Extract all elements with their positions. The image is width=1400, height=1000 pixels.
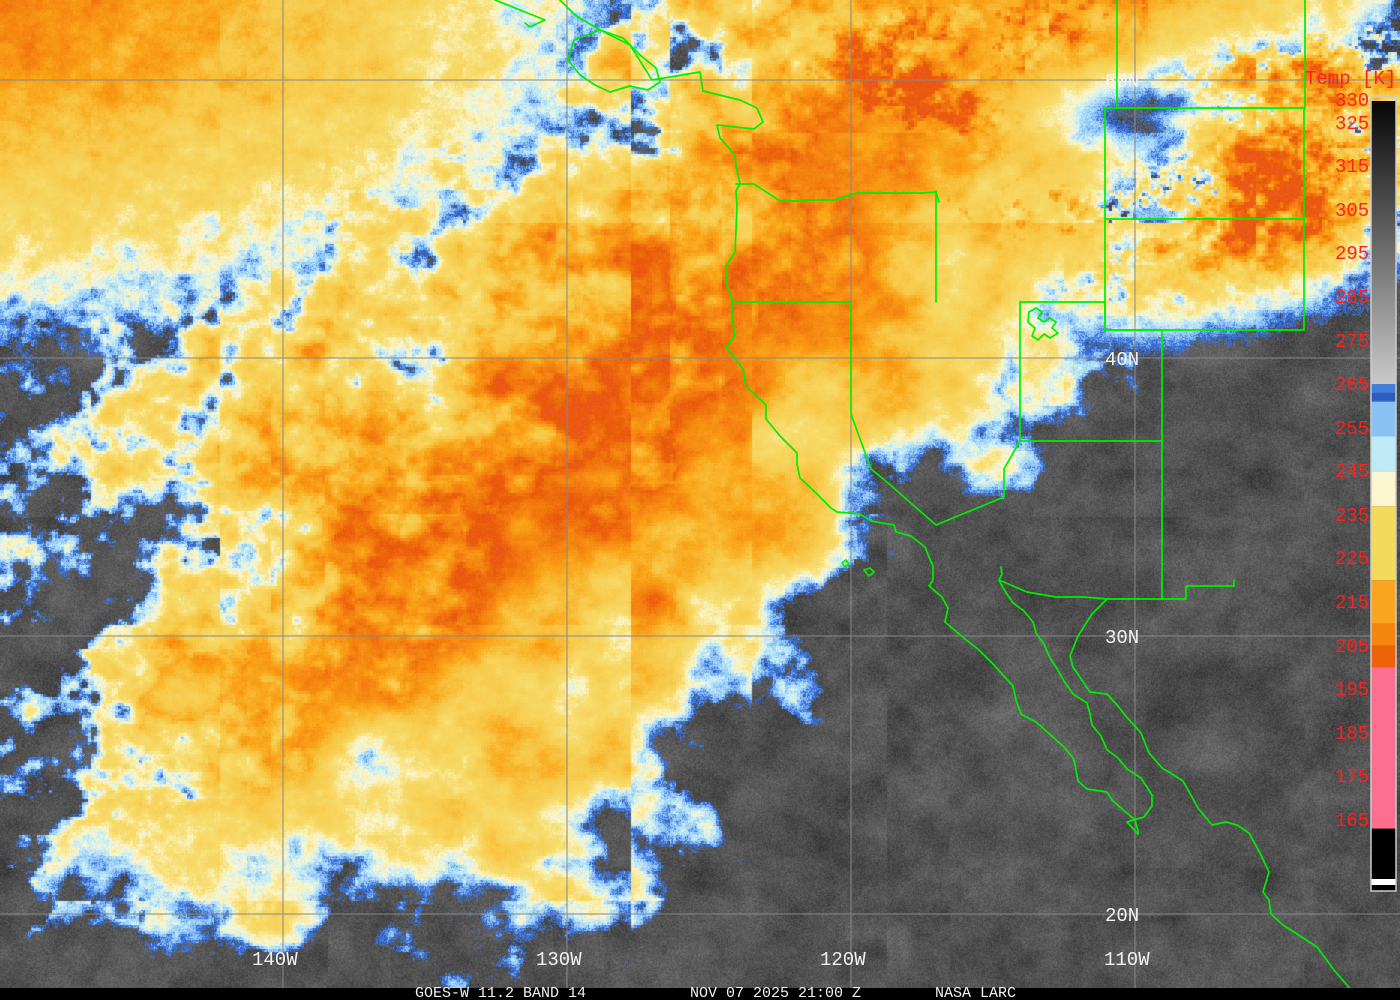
svg-text:175: 175 bbox=[1335, 766, 1369, 788]
svg-text:120W: 120W bbox=[820, 949, 866, 971]
svg-text:225: 225 bbox=[1335, 548, 1369, 570]
svg-text:295: 295 bbox=[1335, 243, 1369, 265]
svg-text:NASA LARC: NASA LARC bbox=[935, 985, 1016, 1000]
svg-text:305: 305 bbox=[1335, 200, 1369, 222]
svg-text:Temp [K]: Temp [K] bbox=[1305, 68, 1396, 90]
svg-text:325: 325 bbox=[1335, 113, 1369, 135]
svg-text:40N: 40N bbox=[1105, 349, 1139, 371]
svg-text:330: 330 bbox=[1335, 90, 1369, 112]
svg-text:130W: 130W bbox=[536, 949, 582, 971]
svg-text:265: 265 bbox=[1335, 374, 1369, 396]
svg-text:315: 315 bbox=[1335, 156, 1369, 178]
svg-text:185: 185 bbox=[1335, 723, 1369, 745]
svg-text:205: 205 bbox=[1335, 636, 1369, 658]
svg-text:285: 285 bbox=[1335, 287, 1369, 309]
svg-text:235: 235 bbox=[1335, 505, 1369, 527]
svg-text:165: 165 bbox=[1335, 810, 1369, 832]
svg-text:215: 215 bbox=[1335, 592, 1369, 614]
svg-text:110W: 110W bbox=[1104, 949, 1150, 971]
svg-text:30N: 30N bbox=[1105, 627, 1139, 649]
svg-text:140W: 140W bbox=[252, 949, 298, 971]
svg-text:195: 195 bbox=[1335, 679, 1369, 701]
svg-text:275: 275 bbox=[1335, 331, 1369, 353]
svg-text:NOV 07 2025 21:00 Z: NOV 07 2025 21:00 Z bbox=[690, 985, 861, 1000]
svg-text:50N: 50N bbox=[1105, 71, 1139, 93]
svg-text:255: 255 bbox=[1335, 418, 1369, 440]
svg-text:245: 245 bbox=[1335, 461, 1369, 483]
svg-text:20N: 20N bbox=[1105, 905, 1139, 927]
svg-text:GOES-W 11.2 BAND 14: GOES-W 11.2 BAND 14 bbox=[415, 985, 586, 1000]
